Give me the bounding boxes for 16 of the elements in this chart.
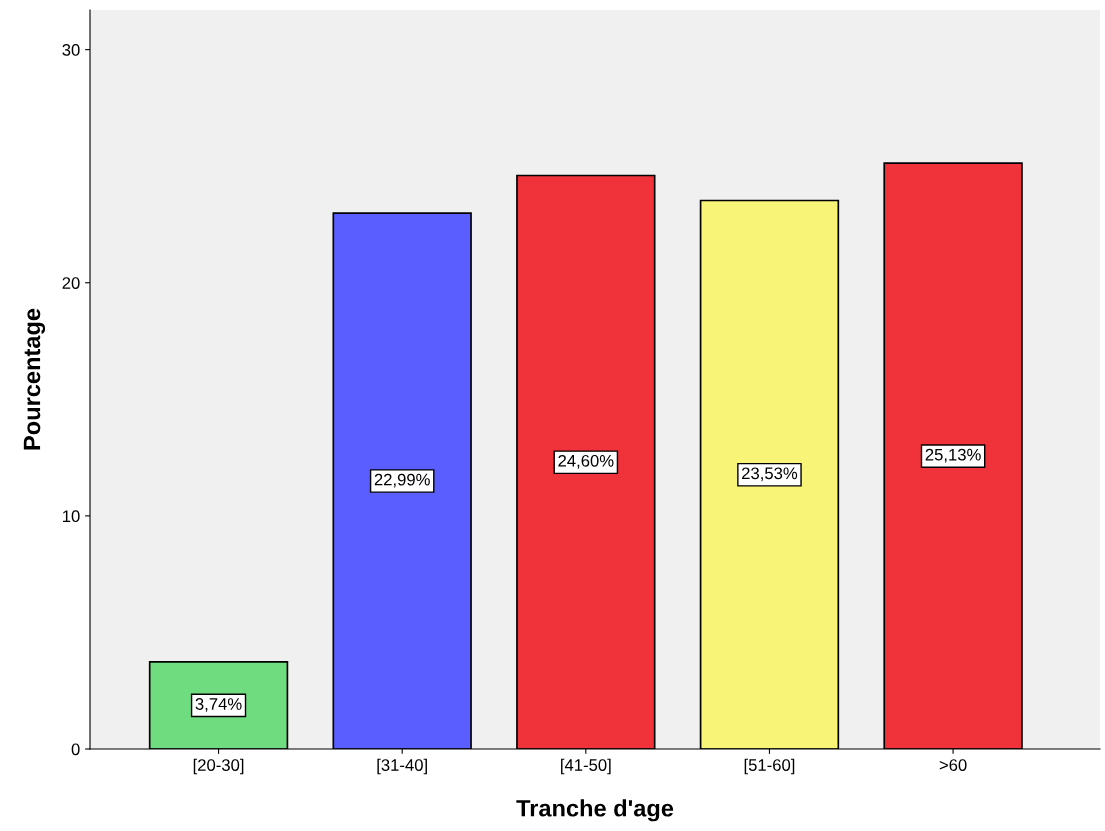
x-tick-label: [20-30] xyxy=(193,758,244,775)
data-label: 24,60% xyxy=(558,454,614,469)
y-tick-label: 0 xyxy=(71,743,80,756)
data-label: 3,74% xyxy=(195,698,242,712)
data-label: 23,53% xyxy=(742,467,798,482)
y-axis-title: Pourcentage xyxy=(23,308,46,450)
y-tick-label: 10 xyxy=(63,510,80,523)
x-tick-label: [41-50] xyxy=(561,758,611,775)
y-tick-label: 20 xyxy=(62,277,80,289)
data-label: 22,99% xyxy=(374,473,430,488)
x-tick-label: [51-60] xyxy=(744,758,795,775)
x-axis-title: Tranche d'age xyxy=(516,799,674,822)
x-tick-label: [31-40] xyxy=(377,758,427,775)
x-tick-label: >60 xyxy=(939,759,967,771)
data-label: 25,13% xyxy=(925,448,981,463)
y-tick-label: 30 xyxy=(62,44,80,56)
